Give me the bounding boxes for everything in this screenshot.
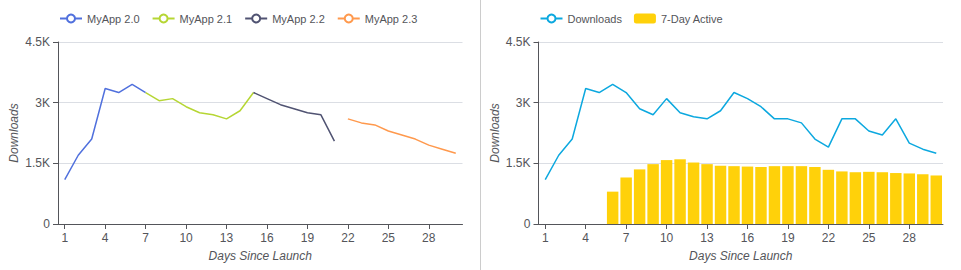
svg-text:16: 16 <box>260 231 274 245</box>
svg-text:1.5K: 1.5K <box>25 156 50 170</box>
svg-text:1.5K: 1.5K <box>506 156 531 170</box>
svg-text:MyApp 2.1: MyApp 2.1 <box>180 13 233 25</box>
svg-text:0: 0 <box>524 217 531 231</box>
svg-text:Downloads: Downloads <box>488 103 502 162</box>
svg-text:MyApp 2.0: MyApp 2.0 <box>87 13 140 25</box>
svg-text:Downloads: Downloads <box>568 13 623 25</box>
svg-text:25: 25 <box>862 231 876 245</box>
svg-text:Days Since Launch: Days Since Launch <box>209 249 313 263</box>
svg-text:7-Day Active: 7-Day Active <box>661 13 723 25</box>
svg-text:10: 10 <box>660 231 674 245</box>
svg-text:4: 4 <box>582 231 589 245</box>
svg-text:22: 22 <box>822 231 836 245</box>
svg-text:1: 1 <box>61 231 68 245</box>
svg-text:22: 22 <box>341 231 355 245</box>
svg-text:4.5K: 4.5K <box>506 35 531 49</box>
svg-text:Days Since Launch: Days Since Launch <box>689 249 793 263</box>
svg-text:19: 19 <box>781 231 795 245</box>
svg-text:19: 19 <box>301 231 315 245</box>
svg-text:16: 16 <box>741 231 755 245</box>
svg-text:4.5K: 4.5K <box>25 35 50 49</box>
svg-text:28: 28 <box>422 231 436 245</box>
svg-text:3K: 3K <box>35 96 50 110</box>
svg-text:13: 13 <box>220 231 234 245</box>
svg-text:7: 7 <box>142 231 149 245</box>
svg-text:3K: 3K <box>516 96 531 110</box>
svg-text:10: 10 <box>179 231 193 245</box>
svg-text:7: 7 <box>623 231 630 245</box>
svg-text:25: 25 <box>382 231 396 245</box>
svg-text:13: 13 <box>700 231 714 245</box>
svg-text:MyApp 2.3: MyApp 2.3 <box>365 13 418 25</box>
svg-text:MyApp 2.2: MyApp 2.2 <box>272 13 325 25</box>
svg-text:4: 4 <box>102 231 109 245</box>
svg-text:1: 1 <box>542 231 549 245</box>
svg-text:0: 0 <box>43 217 50 231</box>
svg-text:28: 28 <box>903 231 917 245</box>
svg-text:Downloads: Downloads <box>7 103 21 162</box>
